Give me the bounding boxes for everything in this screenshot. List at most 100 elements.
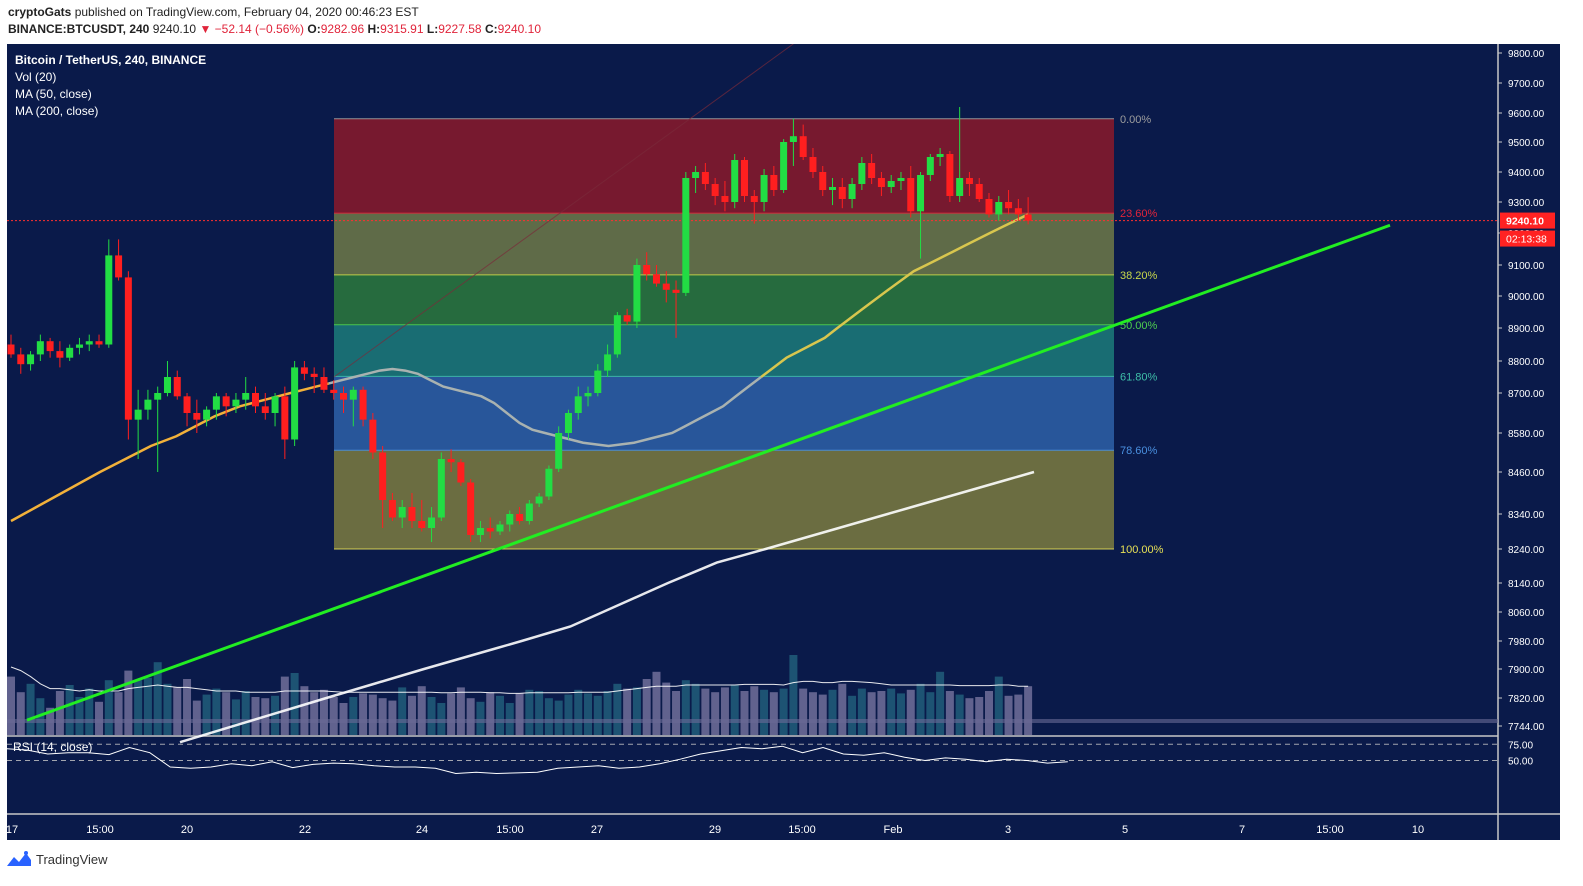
volume-bar bbox=[564, 694, 573, 735]
brand-label: TradingView bbox=[36, 851, 108, 867]
time-tick-label: Feb bbox=[884, 824, 903, 836]
volume-bar bbox=[398, 687, 407, 735]
candle-down bbox=[809, 157, 817, 172]
price-tick-label: 7820.00 bbox=[1508, 694, 1545, 705]
candle-up bbox=[858, 163, 866, 184]
volume-bar bbox=[838, 683, 847, 735]
volume-bar bbox=[857, 688, 866, 735]
time-tick-label: 10 bbox=[1412, 824, 1424, 836]
volume-bar bbox=[662, 682, 671, 735]
candle-up bbox=[956, 178, 964, 196]
price-tag-box bbox=[1500, 212, 1555, 229]
volume-bar bbox=[936, 671, 945, 735]
candle-down bbox=[770, 175, 778, 190]
volume-bar bbox=[877, 691, 886, 735]
close-value: 9240.10 bbox=[497, 22, 541, 36]
volume-bar bbox=[143, 677, 152, 735]
price-tick-label: 7744.00 bbox=[1508, 722, 1545, 733]
candle-up bbox=[682, 178, 690, 293]
volume-bar bbox=[153, 662, 162, 735]
volume-bar bbox=[818, 694, 827, 735]
candle-up bbox=[545, 468, 553, 497]
last-price: 9240.10 bbox=[152, 22, 197, 36]
volume-bar bbox=[740, 691, 749, 735]
candle-down bbox=[408, 507, 416, 521]
tradingview-brand[interactable]: TradingView bbox=[6, 850, 108, 868]
candle-up bbox=[398, 507, 406, 518]
price-tick-label: 8060.00 bbox=[1508, 608, 1545, 619]
candle-down bbox=[222, 396, 230, 407]
volume-bar bbox=[632, 687, 641, 735]
candle-up bbox=[163, 377, 171, 393]
price-tick-label: 7980.00 bbox=[1508, 637, 1545, 648]
candle-down bbox=[7, 344, 15, 355]
time-tick-label: 7 bbox=[1239, 824, 1245, 836]
candle-down bbox=[95, 341, 103, 345]
volume-bar bbox=[867, 692, 876, 735]
open-value: 9282.96 bbox=[320, 22, 365, 36]
candle-up bbox=[633, 265, 641, 322]
low-label: L: bbox=[426, 22, 439, 36]
volume-bar bbox=[544, 698, 553, 735]
volume-bar bbox=[672, 691, 681, 735]
low-value: 9227.58 bbox=[438, 22, 482, 36]
candle-down bbox=[447, 459, 455, 463]
volume-bar bbox=[848, 695, 857, 735]
candle-down bbox=[662, 283, 670, 290]
candle-up bbox=[154, 393, 162, 400]
published-text: published on TradingView.com, February 0… bbox=[74, 5, 419, 19]
candle-down bbox=[359, 389, 367, 420]
candle-down bbox=[516, 514, 524, 521]
price-chart[interactable]: 0.00% 23.60% 38.20% 50.00% 61.80% 78.60% 100.0… bbox=[0, 44, 1583, 844]
candle-up bbox=[917, 175, 925, 212]
price-tick-label: 9800.00 bbox=[1508, 49, 1545, 60]
legend-entry: MA (200, close) bbox=[15, 104, 98, 118]
volume-bar bbox=[799, 688, 808, 735]
volume-bar bbox=[525, 689, 534, 735]
volume-bar bbox=[75, 697, 84, 735]
price-tick-label: 7900.00 bbox=[1508, 665, 1545, 676]
volume-bar bbox=[212, 688, 221, 735]
candle-down bbox=[652, 274, 660, 284]
volume-bar bbox=[95, 701, 104, 735]
volume-bar bbox=[134, 680, 143, 735]
high-label: H: bbox=[367, 22, 381, 36]
candle-down bbox=[124, 277, 132, 420]
ma200-line bbox=[179, 470, 1035, 744]
volume-bar bbox=[681, 680, 690, 735]
volume-bar bbox=[955, 694, 964, 735]
candle-down bbox=[300, 367, 308, 374]
candle-down bbox=[330, 389, 338, 393]
volume-bar bbox=[828, 689, 837, 735]
volume-bar bbox=[280, 676, 289, 735]
candle-up bbox=[203, 409, 211, 420]
candle-down bbox=[261, 406, 269, 413]
volume-bar bbox=[701, 688, 710, 735]
volume-bar bbox=[496, 695, 504, 735]
candle-up bbox=[995, 202, 1003, 215]
candle-up bbox=[936, 154, 944, 157]
candle-down bbox=[819, 172, 827, 190]
candle-down bbox=[379, 452, 387, 500]
author-name[interactable]: cryptoGats bbox=[8, 5, 72, 19]
volume-bar bbox=[779, 688, 788, 735]
time-tick-label: 22 bbox=[299, 824, 311, 836]
volume-bar bbox=[300, 686, 309, 735]
candle-up bbox=[134, 409, 142, 420]
price-tick-label: 8240.00 bbox=[1508, 545, 1545, 556]
volume-bar bbox=[574, 689, 583, 735]
time-tick-label: 24 bbox=[416, 824, 428, 836]
time-tick-label: 15:00 bbox=[496, 824, 524, 836]
volume-bar bbox=[535, 691, 544, 735]
candle-up bbox=[85, 341, 93, 345]
volume-bar bbox=[750, 686, 759, 735]
high-value: 9315.91 bbox=[380, 22, 424, 36]
volume-bar bbox=[456, 687, 465, 735]
price-tick-label: 8140.00 bbox=[1508, 579, 1545, 590]
rsi-tick-label: 75.00 bbox=[1508, 740, 1533, 751]
candle-up bbox=[27, 354, 35, 365]
ohlc-line: BINANCE:BTCUSDT, 240 9240.10 ▼ −52.14 (−… bbox=[8, 21, 1568, 38]
volume-bar bbox=[896, 693, 905, 735]
fib-level-label: 23.60% bbox=[1120, 208, 1158, 220]
candle-down bbox=[183, 396, 191, 413]
